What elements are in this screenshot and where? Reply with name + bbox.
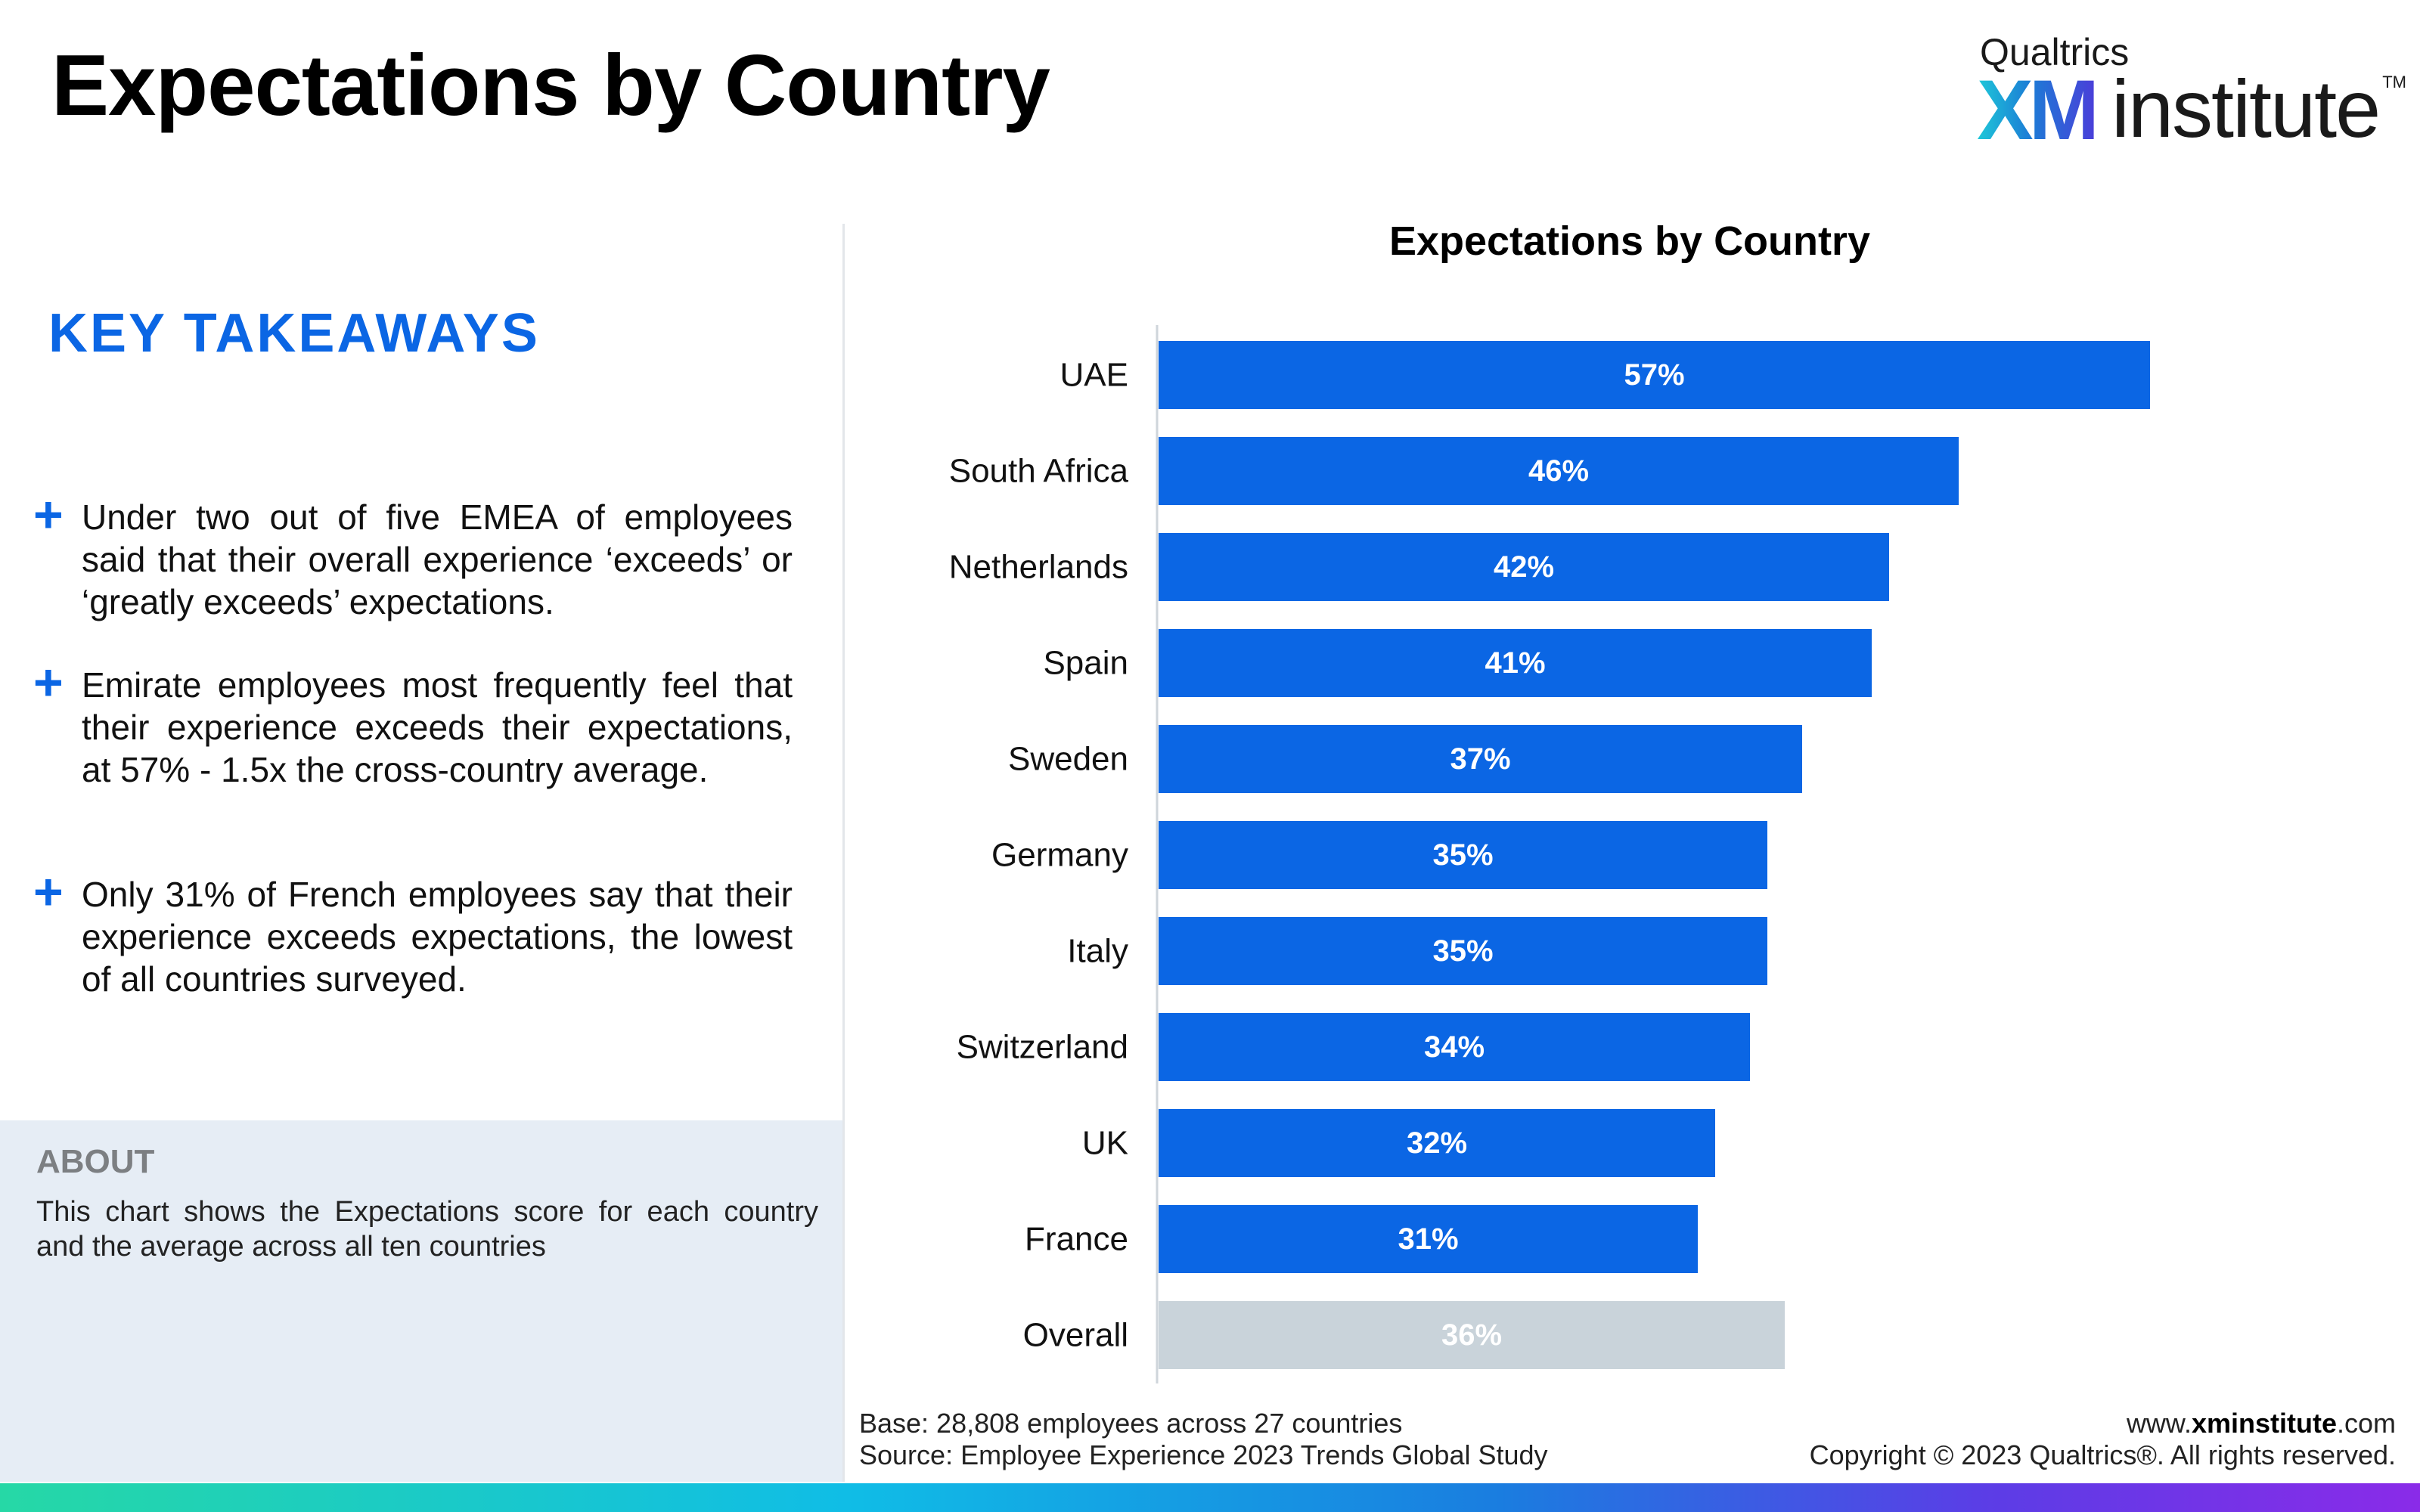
category-label: France xyxy=(1025,1221,1128,1258)
category-label: Italy xyxy=(1067,933,1128,970)
data-label: 31% xyxy=(1398,1222,1458,1256)
logo-xm-text: XM xyxy=(1977,63,2099,157)
category-label: UAE xyxy=(1060,357,1128,394)
about-heading: ABOUT xyxy=(36,1143,155,1180)
data-label: 57% xyxy=(1624,358,1684,392)
footer-source-block: Base: 28,808 employees across 27 countri… xyxy=(859,1408,1548,1471)
footer-copyright-block: www.xminstitute.com Copyright © 2023 Qua… xyxy=(1810,1408,2396,1471)
data-label: 41% xyxy=(1485,646,1545,680)
bar xyxy=(1159,341,2150,409)
footer-base-text: Base: 28,808 employees across 27 countri… xyxy=(859,1408,1403,1439)
bar xyxy=(1159,629,1872,697)
data-label: 32% xyxy=(1407,1126,1467,1160)
category-label: Overall xyxy=(1023,1317,1128,1354)
about-panel: ABOUT This chart shows the Expectations … xyxy=(0,1120,842,1482)
bar xyxy=(1159,821,1767,889)
footer-source-text: Source: Employee Experience 2023 Trends … xyxy=(859,1439,1548,1470)
category-label: Germany xyxy=(991,837,1128,874)
takeaway-text: Under two out of five EMEA of employees … xyxy=(82,497,793,621)
takeaway-item: + Only 31% of French employees say that … xyxy=(33,863,793,1000)
plus-icon: + xyxy=(33,654,64,711)
data-label: 35% xyxy=(1432,838,1493,872)
bar-overall xyxy=(1159,1301,1785,1369)
data-label: 46% xyxy=(1528,454,1589,488)
bar-chart: UAE 57% South Africa 46% Netherlands 42% Spain… xyxy=(949,325,2150,1383)
data-label: 34% xyxy=(1424,1030,1485,1064)
bar xyxy=(1159,533,1889,601)
bar xyxy=(1159,437,1959,505)
category-label: Netherlands xyxy=(949,549,1128,586)
footer-copyright-text: Copyright © 2023 Qualtrics®. All rights … xyxy=(1809,1439,2396,1470)
category-label: UK xyxy=(1082,1125,1128,1162)
category-label: South Africa xyxy=(949,453,1129,490)
bar xyxy=(1159,917,1767,985)
key-takeaways-heading: KEY TAKEAWAYS xyxy=(48,303,540,364)
footer-website-link[interactable]: www.xminstitute.com xyxy=(2126,1408,2396,1439)
takeaway-text: Only 31% of French employees say that th… xyxy=(82,875,793,999)
logo-institute-text: institute xyxy=(2111,63,2381,154)
panel-divider xyxy=(842,224,845,1482)
about-text: This chart shows the Expectations score … xyxy=(36,1196,818,1263)
data-label: 36% xyxy=(1441,1318,1502,1352)
bar xyxy=(1159,725,1802,793)
data-label: 42% xyxy=(1494,550,1554,584)
bar xyxy=(1159,1013,1750,1081)
bar xyxy=(1159,1109,1715,1177)
bar xyxy=(1159,1205,1698,1273)
plus-icon: + xyxy=(33,486,64,544)
category-label: Sweden xyxy=(1008,741,1128,778)
xm-institute-logo: Qualtrics XM institute TM xyxy=(1977,30,2406,157)
logo-trademark: TM xyxy=(2382,73,2406,91)
logo-qualtrics-text: Qualtrics xyxy=(1980,31,2130,73)
takeaway-item: + Emirate employees most frequently feel… xyxy=(33,654,793,791)
data-label: 37% xyxy=(1450,742,1510,776)
chart-title: Expectations by Country xyxy=(1388,218,1871,264)
page-title: Expectations by Country xyxy=(51,38,1050,134)
category-label: Spain xyxy=(1043,645,1128,682)
plus-icon: + xyxy=(33,863,64,921)
category-label: Switzerland xyxy=(957,1029,1128,1066)
brand-gradient-bar xyxy=(0,1483,2420,1512)
takeaway-text: Emirate employees most frequently feel t… xyxy=(82,665,793,789)
data-label: 35% xyxy=(1432,934,1493,968)
takeaway-item: + Under two out of five EMEA of employee… xyxy=(33,486,793,623)
